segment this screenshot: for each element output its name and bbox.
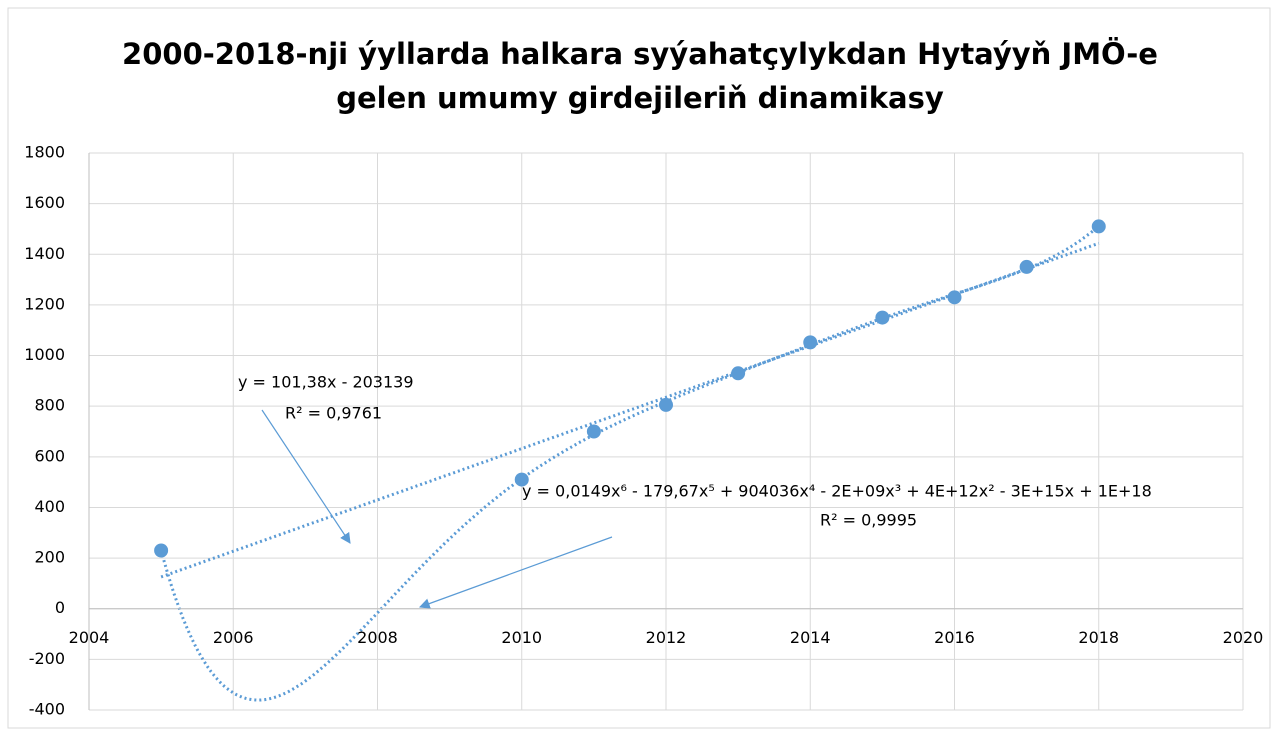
y-tick-label: 600	[34, 446, 65, 465]
y-tick-label: -200	[29, 649, 65, 668]
chart-border	[7, 7, 1271, 729]
trend-equation: y = 101,38x - 203139	[238, 373, 414, 392]
annotation-arrow	[261, 409, 351, 544]
y-tick-label: 1400	[24, 244, 65, 263]
y-tick-label: 200	[34, 548, 65, 567]
x-tick-label: 2008	[357, 628, 398, 647]
trend-equation: y = 0,0149x⁶ - 179,67x⁵ + 904036x⁴ - 2E+…	[522, 482, 1152, 501]
trendline	[159, 224, 1100, 702]
annotation-arrow	[418, 536, 613, 609]
trend-r2: R² = 0,9995	[820, 511, 917, 530]
data-point	[947, 290, 962, 305]
y-tick-label: 800	[34, 396, 65, 415]
x-tick-label: 2012	[646, 628, 687, 647]
data-point	[659, 397, 673, 412]
y-tick-label: 1800	[24, 143, 65, 162]
trend-r2: R² = 0,9761	[285, 404, 382, 423]
data-point	[154, 543, 169, 558]
y-tick-label: 0	[55, 598, 65, 617]
x-tick-label: 2006	[213, 628, 254, 647]
data-point	[1019, 259, 1034, 274]
data-point	[514, 472, 529, 487]
x-tick-label: 2010	[501, 628, 542, 647]
data-point	[803, 335, 818, 350]
x-tick-label: 2014	[790, 628, 831, 647]
x-tick-label: 2016	[934, 628, 975, 647]
data-point	[875, 310, 890, 325]
y-tick-label: 400	[34, 497, 65, 516]
y-tick-label: 1600	[24, 193, 65, 212]
x-tick-label: 2020	[1223, 628, 1264, 647]
data-point	[586, 424, 601, 439]
data-point	[1091, 219, 1106, 234]
y-tick-label: -400	[29, 700, 65, 719]
y-tick-label: 1000	[24, 345, 65, 364]
chart-title: gelen umumy girdejileriň dinamikasy	[336, 81, 944, 115]
chart-title: 2000-2018-nji ýyllarda halkara syýahatçy…	[122, 37, 1158, 71]
trendline	[160, 241, 1100, 579]
data-point	[731, 366, 746, 381]
x-tick-label: 2018	[1078, 628, 1119, 647]
y-tick-label: 1200	[24, 294, 65, 313]
